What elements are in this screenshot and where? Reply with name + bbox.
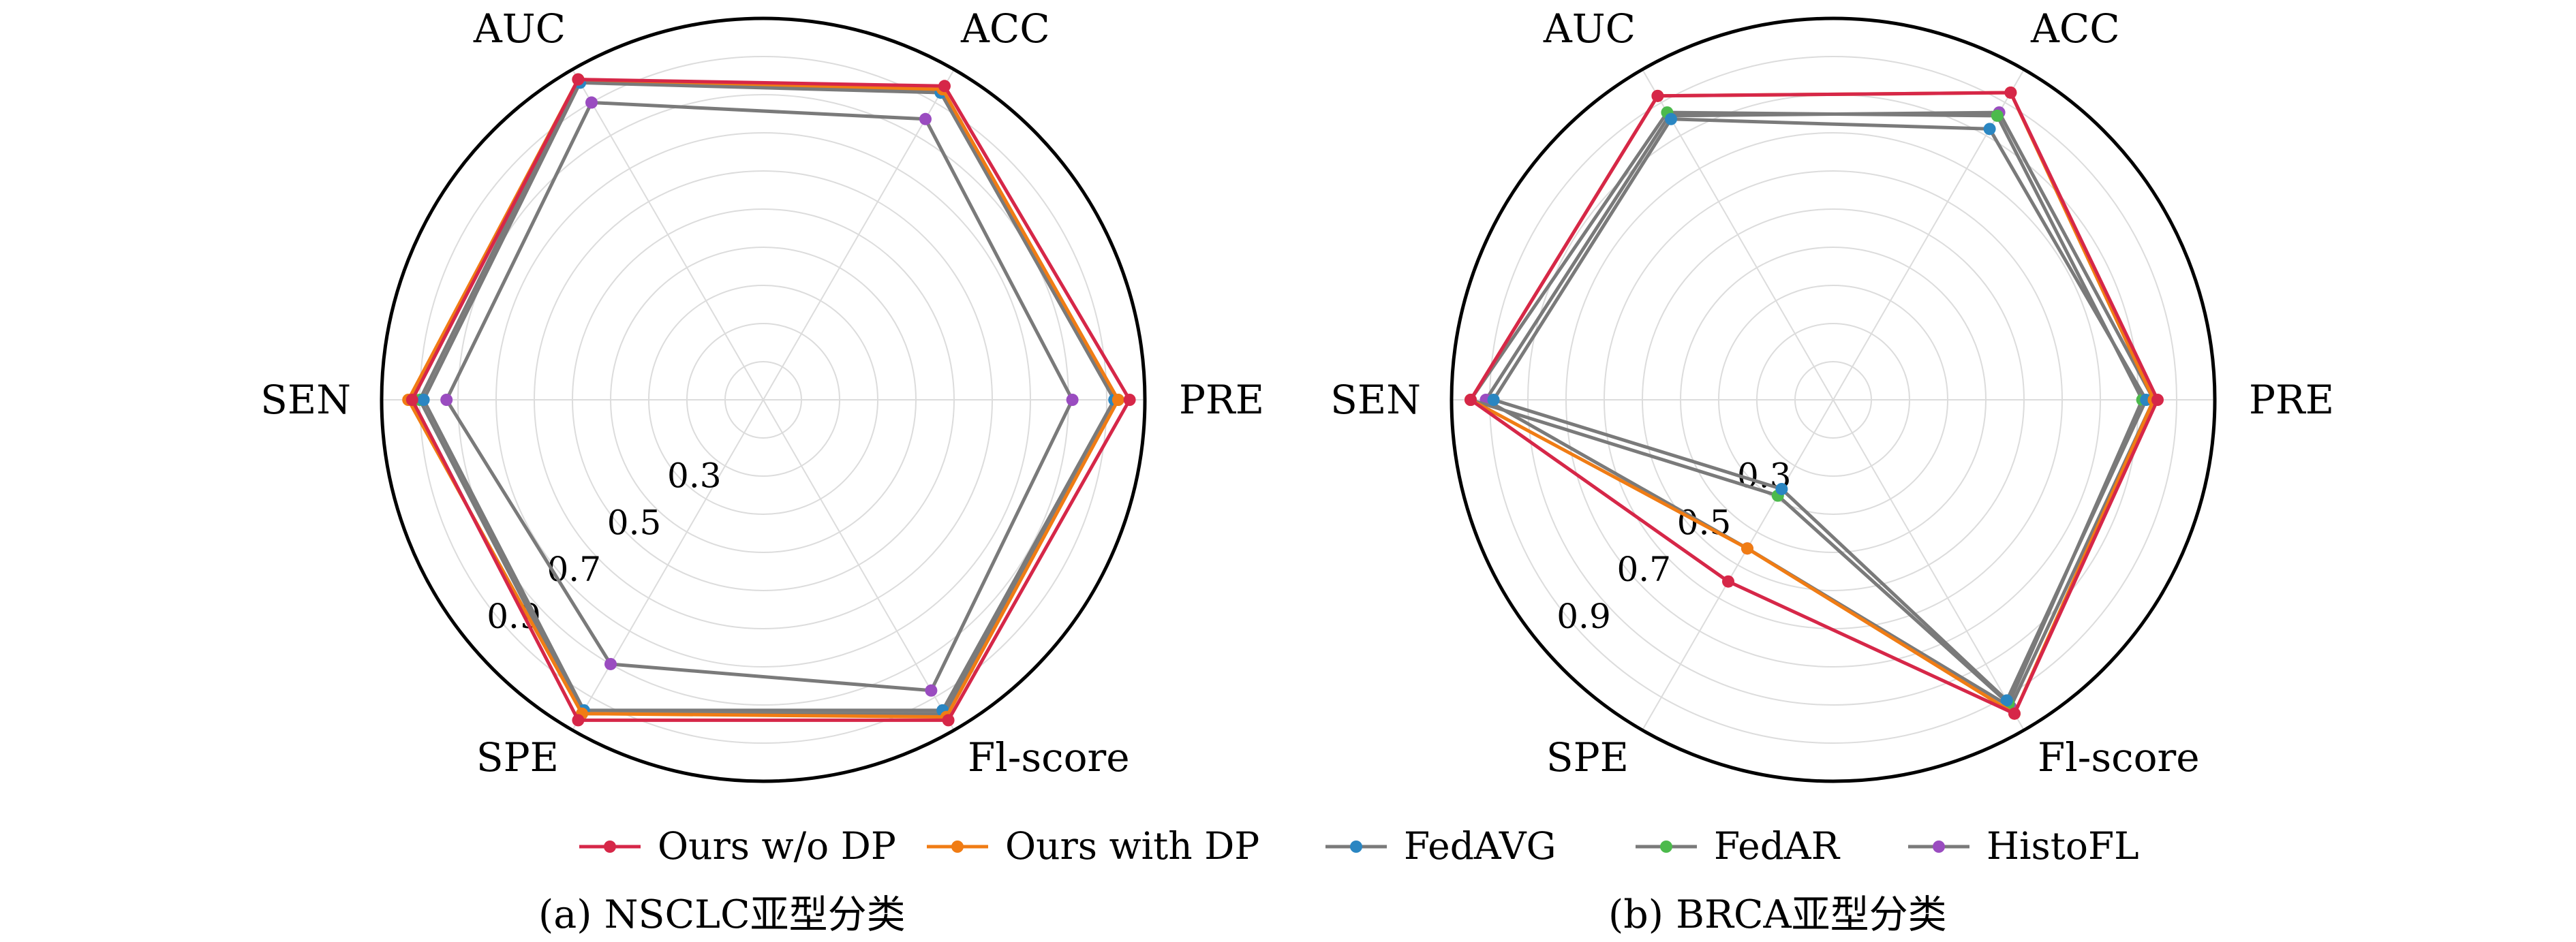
data-point: [2151, 394, 2164, 406]
data-point: [572, 714, 585, 727]
legend-label: Ours with DP: [1005, 824, 1259, 868]
data-point: [1983, 123, 1996, 136]
grid-spoke: [1833, 399, 2025, 731]
axis-label-spe: SPE: [476, 734, 559, 781]
data-point: [1066, 394, 1079, 406]
axis-label-fl-score: Fl-score: [2038, 734, 2200, 781]
axis-label-acc: ACC: [2030, 5, 2120, 52]
grid-spoke: [572, 399, 764, 731]
legend-label: Ours w/o DP: [658, 824, 896, 868]
grid-spoke: [572, 69, 764, 401]
legend-swatch-marker: [1933, 841, 1945, 853]
data-point: [1465, 394, 1477, 406]
data-point: [417, 394, 430, 406]
axis-label-sen: SEN: [1330, 377, 1421, 423]
legend-item-fedavg: FedAVG: [1325, 824, 1557, 868]
data-point: [1651, 89, 1664, 102]
r-tick-label: 0.5: [607, 503, 662, 542]
data-point: [440, 394, 453, 406]
legend-swatch-marker: [951, 841, 964, 853]
data-point: [2004, 86, 2017, 99]
data-point: [1722, 575, 1734, 588]
data-point: [405, 394, 418, 406]
legend-swatch-marker: [1350, 841, 1362, 853]
legend-item-histofl: HistoFL: [1908, 824, 2139, 868]
panel-caption: (a) NSCLC亚型分类: [538, 892, 906, 937]
data-point: [572, 73, 585, 86]
data-point: [1123, 394, 1136, 406]
axis-label-fl-score: Fl-score: [968, 734, 1130, 781]
legend-item-fedar: FedAR: [1636, 824, 1841, 868]
data-point: [1741, 542, 1753, 555]
axis-label-sen: SEN: [260, 377, 351, 423]
legend-swatch-marker: [1660, 841, 1672, 853]
axis-label-auc: AUC: [1543, 5, 1636, 52]
data-point: [1775, 482, 1788, 495]
axis-label-pre: PRE: [1179, 377, 1264, 423]
legend-label: FedAR: [1714, 824, 1841, 868]
r-tick-label: 0.9: [1557, 597, 1611, 636]
data-point: [925, 684, 938, 697]
data-point: [2000, 694, 2013, 707]
grid-spoke: [763, 69, 955, 401]
r-tick-label: 0.7: [1617, 550, 1672, 589]
grid-spoke: [1642, 69, 1834, 401]
panel-caption: (b) BRCA亚型分类: [1608, 892, 1947, 937]
axis-label-acc: ACC: [960, 5, 1050, 52]
legend: Ours w/o DP Ours with DP FedAVG FedAR HistoF…: [579, 824, 2139, 868]
data-point: [1487, 394, 1500, 406]
legend-label: FedAVG: [1404, 824, 1557, 868]
outer-frame: [380, 16, 1147, 783]
axis-label-pre: PRE: [2249, 377, 2334, 423]
r-tick-label: 0.7: [547, 550, 602, 589]
axis-label-auc: AUC: [473, 5, 566, 52]
grid-spoke: [763, 399, 955, 731]
data-point: [1111, 394, 1124, 406]
data-point: [585, 96, 598, 109]
data-point: [938, 80, 951, 93]
data-point: [2008, 707, 2021, 720]
legend-item-ours-w-o-dp: Ours w/o DP: [579, 824, 896, 868]
legend-label: HistoFL: [1987, 824, 2139, 868]
data-point: [1665, 112, 1677, 125]
legend-swatch-marker: [604, 841, 616, 853]
legend-item-ours-with-dp: Ours with DP: [927, 824, 1259, 868]
axis-label-spe: SPE: [1546, 734, 1629, 781]
data-point: [919, 112, 932, 125]
data-point: [1991, 109, 2004, 122]
grid-spoke: [1642, 399, 1834, 731]
outer-frame: [1450, 16, 2217, 783]
r-tick-label: 0.3: [667, 456, 722, 495]
data-point: [942, 714, 955, 727]
data-point: [604, 657, 617, 670]
